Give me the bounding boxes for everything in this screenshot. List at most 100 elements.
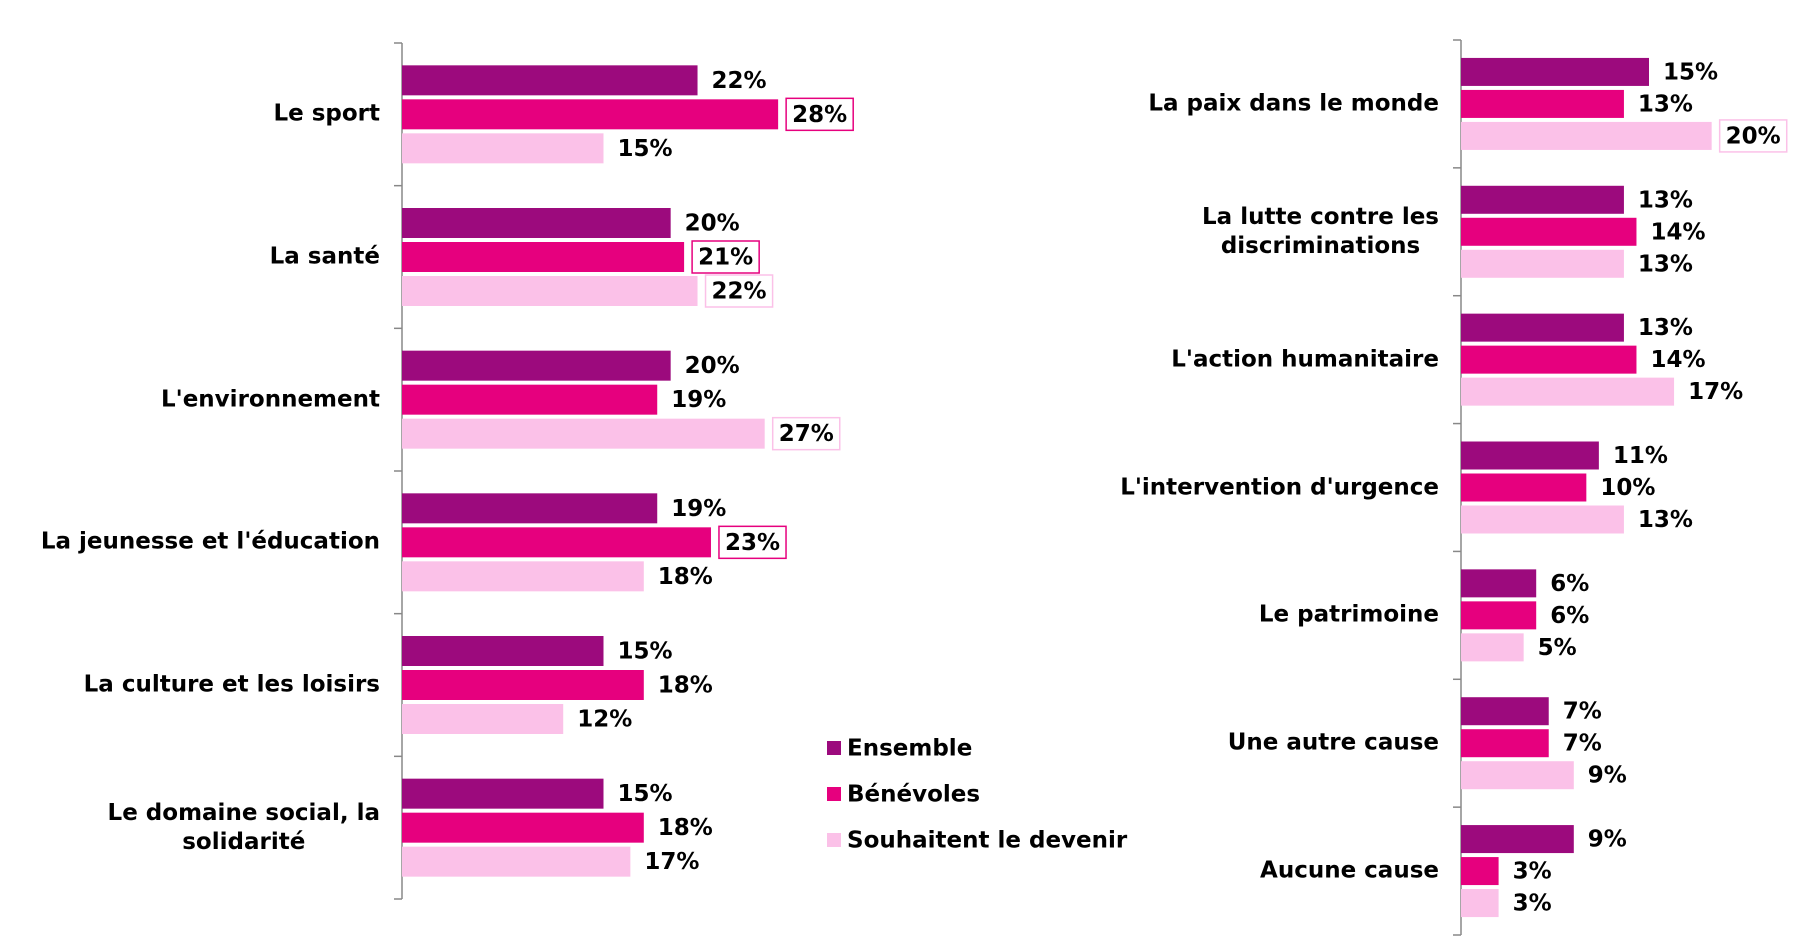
category-text: Le patrimoine [1258,601,1439,628]
value-label: 10% [1600,475,1655,501]
value-label: 11% [1613,443,1668,469]
bar [1461,121,1712,150]
category-text: L'environnement [161,386,380,413]
value-label: 6% [1550,603,1589,629]
value-label: 15% [1663,59,1718,85]
bar [1461,697,1549,726]
value-label: 3% [1513,891,1552,917]
value-label: 28% [792,102,847,128]
category-label: La paix dans le monde [1148,89,1439,118]
value-label: 7% [1563,731,1602,757]
value-label: 18% [658,673,713,699]
legend-label: Bénévoles [847,782,980,808]
highlight-box [785,97,854,132]
category-text: Une autre cause [1227,729,1439,756]
value-label: 20% [685,211,740,237]
value-label: 14% [1650,347,1705,373]
category-text: La jeunesse et l'éducation [40,528,380,555]
highlight-box [691,240,760,274]
category-label: Une autre cause [1228,729,1439,758]
value-label: 15% [618,136,673,162]
value-label: 5% [1538,635,1577,661]
value-label: 18% [658,564,713,590]
bar [402,493,658,524]
bar [402,65,698,96]
value-label: 20% [1726,123,1781,149]
value-label: 20% [685,353,740,379]
bar [402,561,644,592]
value-label: 15% [618,781,673,807]
category-label: Le sport [273,100,380,129]
bar [1461,505,1624,534]
bar [402,276,698,306]
category-label: Le patrimoine [1259,601,1439,630]
category-label: L'action humanitaire [1171,345,1439,374]
value-label: 13% [1638,507,1693,533]
category-text: La paix dans le monde [1148,90,1439,117]
category-text: La culture et les loisirs [83,671,380,698]
value-label: 13% [1638,187,1693,213]
value-label: 18% [658,815,713,841]
bar [402,208,671,238]
category-text: Aucune cause [1260,857,1439,884]
highlight-box [718,525,787,560]
value-label: 17% [1688,379,1743,405]
value-label: 6% [1550,571,1589,597]
category-text: La santé [269,243,380,270]
value-label: 19% [671,496,726,522]
category-label: La culture et les loisirs [84,671,380,700]
bar [1461,441,1599,470]
legend-label: Souhaitent le devenir [847,828,1128,854]
bar [1461,601,1537,630]
legend-swatch [827,833,841,847]
value-label: 13% [1638,91,1693,117]
bar [1461,857,1499,886]
bar [1461,825,1574,854]
bar [1461,249,1624,278]
bar [402,350,671,381]
category-text: Le sport [273,100,380,127]
bar [402,778,604,809]
value-label: 9% [1588,763,1627,789]
bar [402,384,658,415]
category-label: La santé [270,243,380,272]
value-label: 22% [712,279,767,305]
bar [402,636,604,666]
bar [1461,217,1637,246]
bar [402,670,644,700]
value-label: 22% [712,68,767,94]
value-label: 13% [1638,315,1693,341]
bar [1461,761,1574,790]
bar [1461,345,1637,374]
bar [402,99,779,130]
value-label: 27% [779,421,834,447]
category-text: La lutte contre les discriminations [1202,203,1439,259]
bar [1461,889,1499,918]
category-text: Le domaine social, la solidarité [107,799,380,855]
highlight-box [704,274,774,308]
bar [1461,633,1524,662]
bar [1461,729,1549,758]
bar [1461,89,1624,118]
category-label: Le domaine social, la solidarité [108,799,380,857]
bar [402,242,685,272]
category-label: La jeunesse et l'éducation [41,528,380,557]
legend-swatch [827,787,841,801]
bar [402,846,631,877]
legend-label: Ensemble [847,736,972,762]
value-label: 15% [618,639,673,665]
category-label: L'environnement [161,385,380,414]
value-label: 17% [644,849,699,875]
value-label: 12% [577,707,632,733]
value-label: 23% [725,530,780,556]
bar [1461,569,1537,598]
bar [402,527,711,558]
bar [402,812,644,843]
value-label: 21% [698,245,753,271]
bar [402,704,564,734]
bar [1461,185,1624,214]
category-text: L'action humanitaire [1171,346,1439,373]
category-label: La lutte contre les discriminations [1202,203,1439,261]
